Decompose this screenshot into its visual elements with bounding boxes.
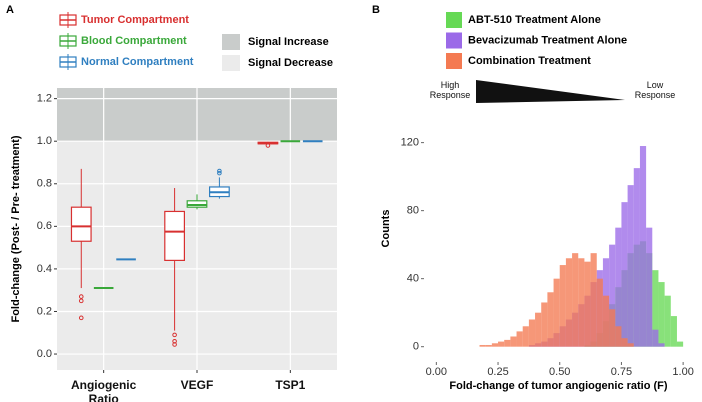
histogram-bar <box>670 316 677 347</box>
legend-label: Bevacizumab Treatment Alone <box>468 34 627 46</box>
outlier <box>78 315 84 321</box>
histogram-bar <box>485 344 492 347</box>
y-tick-label: 0.6 <box>37 220 52 232</box>
y-tick-label: 80 <box>407 205 419 217</box>
legend-label: Normal Compartment <box>81 56 194 68</box>
histogram-bar <box>584 261 591 347</box>
x-tick-label: TSP1 <box>275 378 306 392</box>
x-tick-label: 1.00 <box>672 366 693 378</box>
histogram-bar <box>541 302 548 347</box>
histogram-bar <box>615 227 622 347</box>
histogram-bar <box>627 343 634 347</box>
y-tick-label: 120 <box>401 137 419 149</box>
y-tick-label: 0.0 <box>37 348 52 360</box>
outlier <box>217 170 222 176</box>
histogram-bar <box>621 338 628 347</box>
y-tick-label: 0.4 <box>37 263 52 275</box>
histogram-bar <box>559 265 566 347</box>
outlier <box>78 294 84 299</box>
legend-swatch <box>222 55 240 71</box>
x-tick-label: 0.50 <box>549 366 570 378</box>
y-tick-label: 40 <box>407 273 419 285</box>
x-tick-label: 0.25 <box>487 366 508 378</box>
histogram-bar <box>602 295 610 347</box>
histogram-bar <box>615 326 622 347</box>
response-gradient <box>476 80 625 103</box>
annotation: Low Response <box>634 80 676 100</box>
x-tick-label: 0.00 <box>426 366 447 378</box>
y-axis-label: Fold-change (Post- / Pre- treatment) <box>10 135 22 322</box>
legend-swatch <box>446 12 462 28</box>
histogram-bar <box>664 295 671 347</box>
histogram-bar <box>658 343 665 347</box>
histogram-bar <box>590 253 597 347</box>
annotation: High Response <box>429 80 471 100</box>
legend-label: Signal Decrease <box>248 57 333 69</box>
histogram-bar <box>479 344 486 347</box>
x-tick-label: VEGF <box>180 378 214 392</box>
histogram-bar <box>491 343 499 347</box>
histogram-bar <box>652 329 659 347</box>
y-tick-label: 1.2 <box>37 93 52 105</box>
histogram-bar <box>633 168 640 347</box>
outlier <box>78 298 84 304</box>
y-tick-label: 0 <box>413 341 419 353</box>
legend-label: ABT-510 Treatment Alone <box>468 14 601 26</box>
box <box>164 210 186 261</box>
legend-label: Signal Increase <box>248 36 329 48</box>
y-tick-label: 0.8 <box>37 178 52 190</box>
histogram-bar <box>609 244 616 347</box>
histogram-bar <box>522 326 529 347</box>
histogram-bar <box>609 309 616 347</box>
x-tick-label: Angiogenic Ratio <box>70 378 137 402</box>
histogram-bar <box>572 253 579 347</box>
histogram-bar <box>547 292 554 347</box>
legend-swatch <box>446 53 462 69</box>
legend-label: Blood Compartment <box>81 35 187 47</box>
histogram-bar <box>627 185 634 347</box>
histogram-bar <box>652 270 659 347</box>
histogram-bar <box>676 341 684 347</box>
panel-label: A <box>6 4 14 16</box>
histogram-bar <box>578 258 585 347</box>
box <box>186 200 208 208</box>
histogram-bar <box>535 312 542 347</box>
outlier <box>172 332 177 338</box>
histogram-bar <box>565 258 573 347</box>
legend-swatch <box>222 34 240 50</box>
legend-label: Tumor Compartment <box>81 14 189 26</box>
histogram-bar <box>639 146 647 347</box>
legend-swatch <box>446 32 462 49</box>
histogram-bar <box>528 319 536 347</box>
histogram-bar <box>658 282 665 347</box>
x-tick-label: 0.75 <box>611 366 632 378</box>
panel-label: B <box>372 4 380 16</box>
histogram-bar <box>596 278 603 347</box>
histogram-bar <box>553 278 560 347</box>
histogram-bar <box>621 202 628 347</box>
histogram-bar <box>646 227 653 347</box>
outlier <box>172 342 177 347</box>
histogram-bar <box>510 336 517 347</box>
x-axis-label: Fold-change of tumor angiogenic ratio (F… <box>449 380 667 392</box>
y-tick-label: 1.0 <box>37 135 52 147</box>
y-tick-label: 0.2 <box>37 305 52 317</box>
y-axis-label: Counts <box>380 210 392 248</box>
histogram-bar <box>504 339 511 347</box>
box <box>70 206 92 242</box>
outlier <box>217 168 222 174</box>
outlier <box>265 143 271 148</box>
histogram-bar <box>498 341 505 347</box>
legend-label: Combination Treatment <box>468 55 591 67</box>
histogram-bar <box>516 331 523 347</box>
